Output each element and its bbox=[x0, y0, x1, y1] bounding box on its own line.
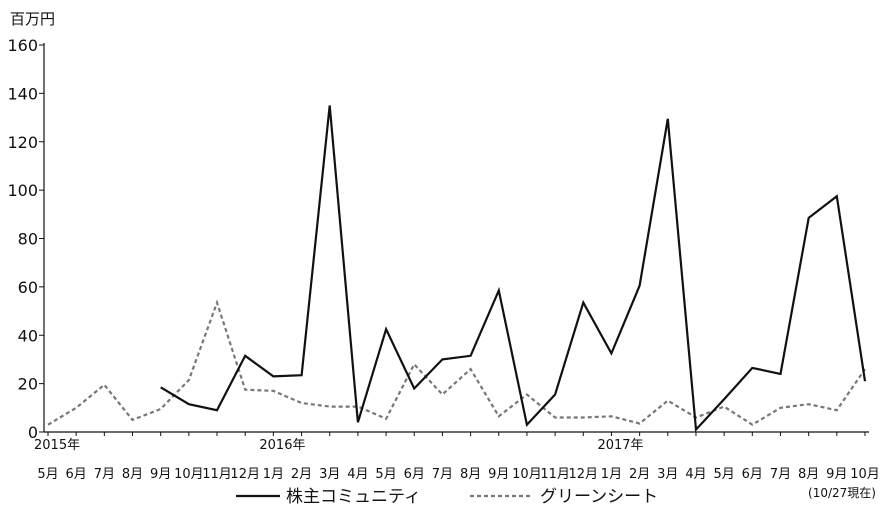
x-tick-label: 2月 bbox=[629, 467, 650, 482]
x-tick-label: 6月 bbox=[742, 467, 763, 482]
x-tick-label: 10月 bbox=[174, 467, 204, 482]
y-tick-label: 60 bbox=[18, 278, 38, 297]
x-tick-label: 9月 bbox=[826, 467, 847, 482]
x-tick-label: 8月 bbox=[122, 467, 143, 482]
legend-label: グリーンシート bbox=[540, 487, 658, 505]
year-label: 2017年 bbox=[597, 438, 643, 453]
x-tick-label: 12月 bbox=[569, 467, 599, 482]
x-tick-label: 5月 bbox=[37, 467, 58, 482]
y-axis-unit-label: 百万円 bbox=[10, 10, 55, 28]
y-tick-label: 80 bbox=[18, 230, 38, 249]
x-tick-label: 7月 bbox=[94, 467, 115, 482]
x-tick-label: 10月 bbox=[850, 467, 880, 482]
x-tick-label: 9月 bbox=[488, 467, 509, 482]
legend: 株主コミュニティ グリーンシート bbox=[236, 487, 658, 507]
x-tick-label: 12月 bbox=[230, 467, 260, 482]
x-tick-label: 1月 bbox=[263, 467, 284, 482]
x-tick-label: 3月 bbox=[319, 467, 340, 482]
series-line bbox=[160, 105, 867, 433]
x-tick-label: 7月 bbox=[770, 467, 791, 482]
x-tick-label: 9月 bbox=[150, 467, 171, 482]
x-tick-label: 5月 bbox=[375, 467, 396, 482]
x-tick-label: 3月 bbox=[657, 467, 678, 482]
y-tick-label: 20 bbox=[18, 375, 38, 394]
x-tick-label: 4月 bbox=[685, 467, 706, 482]
legend-label: 株主コミュニティ bbox=[286, 487, 421, 505]
x-tick-label: 8月 bbox=[798, 467, 819, 482]
x-tick-label: 1月 bbox=[601, 467, 622, 482]
x-tick-label: 11月 bbox=[202, 467, 232, 482]
y-tick-label: 160 bbox=[7, 36, 38, 55]
x-tick-label: 11月 bbox=[540, 467, 570, 482]
y-tick-label: 40 bbox=[18, 326, 38, 345]
as-of-note: (10/27現在) bbox=[808, 486, 876, 500]
y-tick-label: 120 bbox=[7, 133, 38, 152]
year-label: 2015年 bbox=[34, 438, 80, 453]
x-tick-label: 10月 bbox=[512, 467, 542, 482]
series-lines bbox=[47, 105, 867, 433]
x-tick-label: 2月 bbox=[291, 467, 312, 482]
y-tick-label: 0 bbox=[28, 423, 38, 442]
x-tick-label: 8月 bbox=[460, 467, 481, 482]
x-tick-label: 4月 bbox=[347, 467, 368, 482]
x-tick-label: 6月 bbox=[404, 467, 425, 482]
x-tick-label: 7月 bbox=[432, 467, 453, 482]
y-tick-label: 140 bbox=[7, 84, 38, 103]
y-tick-label: 100 bbox=[7, 181, 38, 200]
x-tick-label: 6月 bbox=[66, 467, 87, 482]
series-line bbox=[47, 299, 866, 426]
year-label: 2016年 bbox=[259, 438, 305, 453]
x-tick-label: 5月 bbox=[713, 467, 734, 482]
y-axis: 0 20 40 60 80 100 120 140 160 bbox=[7, 36, 45, 442]
